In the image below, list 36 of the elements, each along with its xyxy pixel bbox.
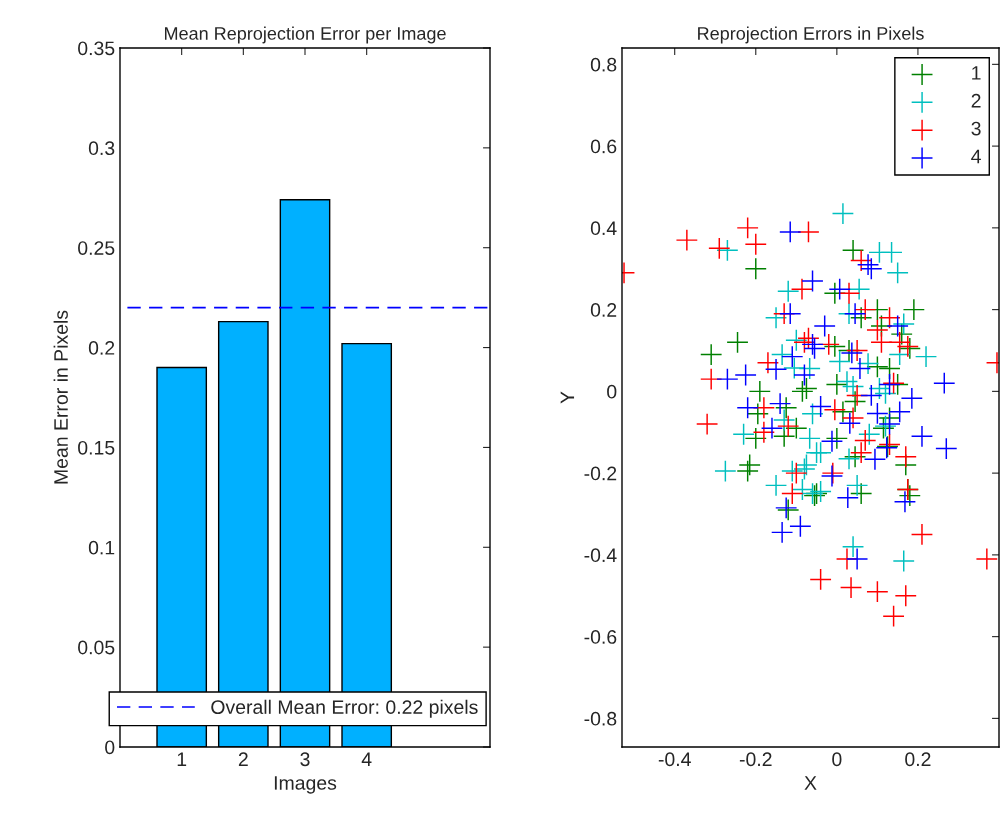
legend-label: 4	[971, 149, 981, 164]
legend-label: 1	[972, 66, 981, 80]
x-tick-label: -0.2	[739, 752, 772, 767]
y-tick-label: 0.35	[78, 41, 115, 56]
y-tick-label: 0.4	[590, 221, 617, 236]
y-tick-label: 0	[105, 740, 115, 755]
chart-title: Mean Reprojection Error per Image	[164, 26, 446, 44]
y-axis-title: Y	[560, 391, 575, 404]
y-tick-label: -0.6	[584, 630, 617, 644]
chart-title: Reprojection Errors in Pixels	[698, 26, 924, 44]
y-tick-label: 0.2	[88, 341, 115, 355]
y-tick-label: -0.2	[584, 466, 617, 481]
y-tick-label: 0.8	[590, 57, 617, 72]
x-tick-label: -0.4	[658, 752, 691, 767]
y-tick-label: 0.2	[590, 303, 617, 317]
y-tick-label: 0	[607, 384, 617, 399]
y-tick-label: -0.4	[584, 548, 617, 563]
x-tick-label: 0	[832, 752, 842, 767]
legend-label: Overall Mean Error: 0.22 pixels	[211, 699, 478, 718]
x-tick-label: 0.2	[905, 752, 931, 767]
x-tick-label: 4	[361, 752, 372, 766]
x-tick-label: 3	[300, 752, 310, 767]
x-axis-title: X	[804, 776, 817, 790]
y-tick-label: 0.6	[590, 139, 617, 154]
legend-label: 2	[971, 93, 981, 108]
x-axis-title: Images	[274, 776, 337, 794]
y-tick-label: 0.1	[88, 540, 115, 555]
y-tick-label: 0.3	[88, 141, 115, 156]
x-tick-label: 2	[238, 752, 248, 766]
y-axis-title: Mean Error in Pixels	[53, 310, 68, 484]
legend-label: 3	[971, 121, 981, 136]
y-tick-label: 0.25	[78, 241, 115, 255]
y-tick-label: 0.05	[78, 640, 115, 655]
y-tick-label: 0.15	[78, 440, 115, 455]
y-tick-label: -0.8	[584, 711, 617, 726]
x-tick-label: 1	[177, 752, 187, 766]
